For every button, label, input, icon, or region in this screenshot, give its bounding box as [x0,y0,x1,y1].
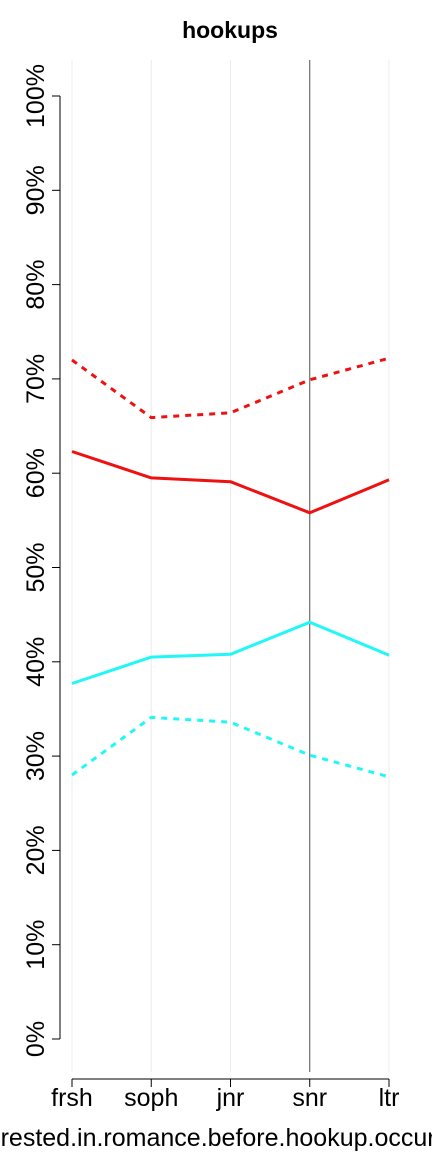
chart-title: hookups [182,17,278,43]
axes: 0% 10% 20% 30% 40% 50% 60% 70% 80% 90% 100% frsh sop… [22,64,399,1112]
x-axis-label: interested.in.romance.before.hookup.occu… [0,1124,432,1152]
series-line-0 [71,356,390,420]
grid-lines [71,60,390,1072]
y-tick-label: 60% [22,448,50,498]
x-tick-label-jnr: jnr [216,1084,245,1112]
y-tick-label: 50% [22,542,50,592]
x-tick-label-ltr: ltr [379,1084,400,1112]
y-tick-label: 80% [22,260,50,310]
x-tick-label-snr: snr [292,1084,327,1112]
y-tick-label: 40% [22,637,50,687]
x-tick-label-soph: soph [124,1084,178,1112]
series-line-3 [71,715,390,779]
y-tick-label: 100% [22,64,50,128]
y-tick-label: 30% [22,731,50,781]
y-tick-label: 10% [22,920,50,970]
x-tick-label-frsh: frsh [51,1084,93,1112]
series-lines [71,356,390,779]
series-line-2 [71,620,390,685]
y-tick-label: 20% [22,825,50,875]
y-tick-label: 70% [22,354,50,404]
y-tick-label: 90% [22,165,50,215]
series-line-1 [71,450,390,515]
y-tick-label: 0% [22,1021,50,1057]
